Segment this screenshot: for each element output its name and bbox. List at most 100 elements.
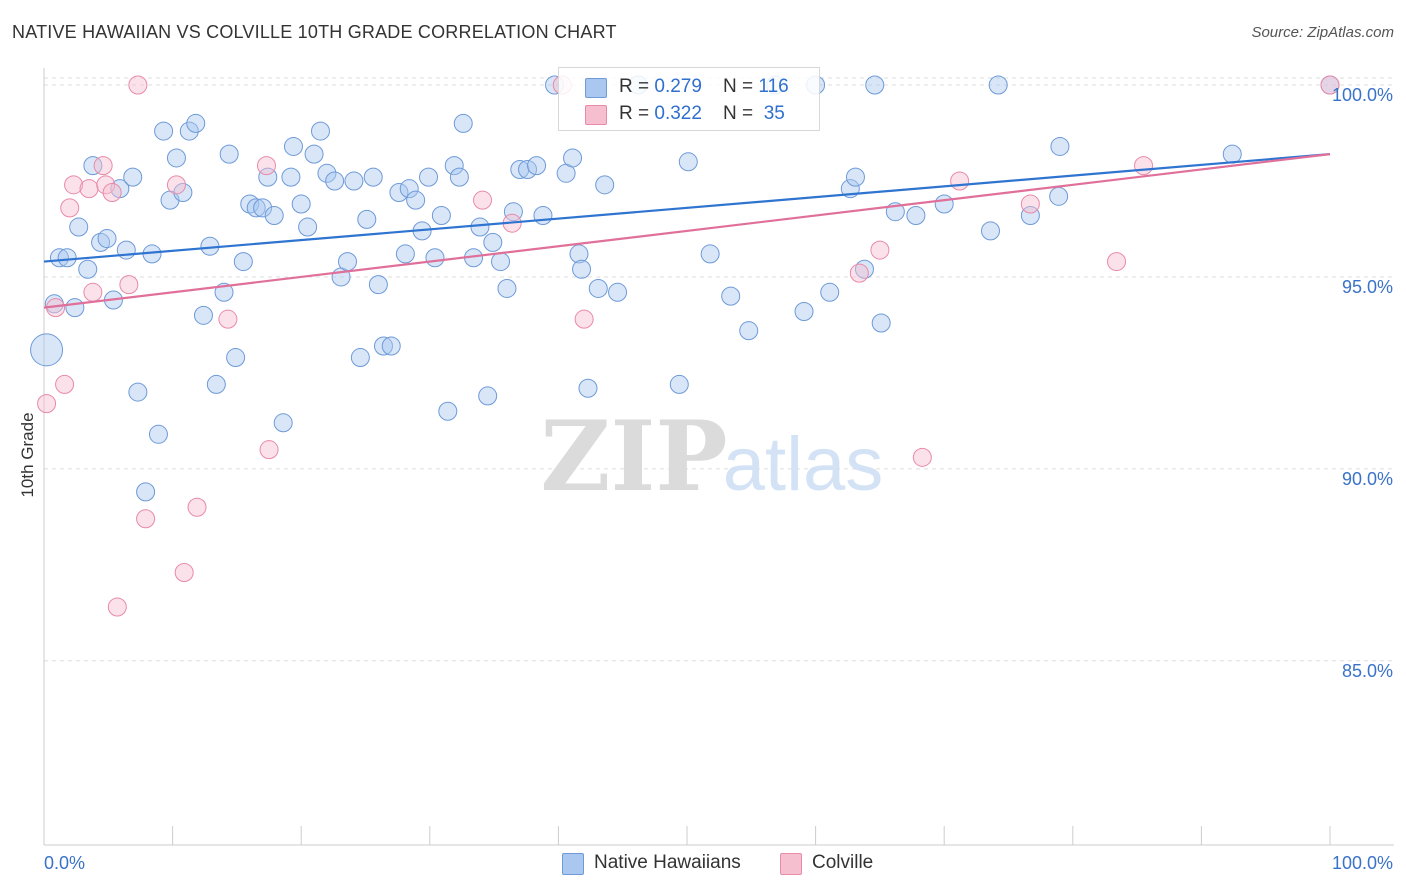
watermark-zip: ZIP	[540, 400, 727, 513]
x-tick-label-min: 0.0%	[44, 853, 85, 873]
data-point-blue	[317, 163, 337, 183]
n-value-pink: 35	[763, 103, 785, 124]
data-point-pink	[187, 497, 207, 517]
data-point-blue	[906, 206, 926, 226]
data-point-blue	[1049, 186, 1069, 206]
y-tick-label: 100.0%	[1332, 85, 1393, 105]
series-legend: Native Hawaiians Colville	[0, 851, 1406, 877]
data-point-pink	[1320, 75, 1340, 95]
data-point-blue	[563, 148, 583, 168]
data-point-pink	[256, 156, 276, 176]
data-point-blue	[264, 206, 284, 226]
data-point-blue	[478, 386, 498, 406]
data-point-pink	[1020, 194, 1040, 214]
data-point-blue	[497, 278, 517, 298]
data-point-blue	[246, 198, 266, 218]
data-point-blue	[281, 167, 301, 187]
data-point-pink	[174, 562, 194, 582]
data-point-blue	[871, 313, 891, 333]
data-point-blue	[186, 113, 206, 133]
data-point-blue	[739, 321, 759, 341]
data-point-pink	[136, 509, 156, 529]
data-point-blue	[527, 156, 547, 176]
data-point-blue	[219, 144, 239, 164]
data-point-blue	[154, 121, 174, 141]
data-point-pink	[93, 156, 113, 176]
data-point-blue	[304, 144, 324, 164]
data-point-blue	[678, 152, 698, 172]
y-tick-label: 90.0%	[1342, 469, 1393, 489]
data-point-blue	[1222, 144, 1242, 164]
r-label-blue: R =	[619, 76, 655, 97]
data-point-pink	[107, 597, 127, 617]
data-point-blue	[608, 282, 628, 302]
data-point-blue	[470, 217, 490, 237]
r-value-pink: 0.322	[654, 103, 702, 124]
data-point-blue	[325, 171, 345, 191]
data-point-pink	[849, 263, 869, 283]
tick-label-layer: 85.0% 90.0% 95.0% 100.0% 0.0% 100.0%	[44, 85, 1393, 873]
x-tick-label-max: 100.0%	[1332, 853, 1393, 873]
data-point-blue	[572, 259, 592, 279]
data-point-blue	[425, 248, 445, 268]
data-point-blue	[444, 156, 464, 176]
data-point-blue	[395, 244, 415, 264]
data-point-blue	[431, 206, 451, 226]
legend-label-native-hawaiians: Native Hawaiians	[594, 852, 741, 873]
data-point-pink	[574, 309, 594, 329]
data-point-blue	[700, 244, 720, 264]
data-point-pink	[60, 198, 80, 218]
stats-legend: R = 0.279 N = 116 R = 0.322 N = 35	[558, 67, 820, 131]
data-point-pink	[473, 190, 493, 210]
data-point-blue	[399, 179, 419, 199]
data-point-blue	[820, 282, 840, 302]
data-point-blue	[344, 171, 364, 191]
n-value-blue: 116	[758, 76, 789, 97]
axes-layer	[43, 68, 1394, 846]
data-point-pink	[55, 374, 75, 394]
data-point-blue	[1020, 206, 1040, 226]
data-point-pink	[102, 183, 122, 202]
data-point-blue	[206, 374, 226, 394]
trend-line-blue	[43, 153, 1331, 263]
data-point-blue	[483, 232, 503, 252]
r-label-pink: R =	[619, 103, 655, 124]
r-value-blue: 0.279	[654, 76, 702, 97]
data-point-blue	[65, 298, 85, 318]
data-point-pink	[912, 447, 932, 467]
data-point-blue	[337, 252, 357, 272]
data-point-blue	[193, 305, 213, 325]
data-point-blue	[226, 348, 246, 368]
data-point-blue	[389, 183, 409, 202]
data-point-blue	[173, 183, 193, 202]
data-point-blue	[357, 209, 377, 229]
points-layer	[30, 75, 1340, 617]
chart-title: NATIVE HAWAIIAN VS COLVILLE 10TH GRADE C…	[12, 22, 617, 42]
data-point-blue	[381, 336, 401, 356]
data-point-blue	[30, 333, 64, 367]
data-point-pink	[128, 75, 148, 95]
data-point-pink	[166, 175, 186, 195]
data-point-pink	[119, 275, 139, 295]
data-point-blue	[453, 113, 473, 133]
data-point-blue	[49, 248, 69, 268]
data-point-blue	[578, 378, 598, 398]
trend-layer	[43, 153, 1331, 309]
data-point-blue	[273, 413, 293, 433]
data-point-blue	[128, 382, 148, 402]
y-tick-label: 85.0%	[1342, 661, 1393, 681]
legend-label-colville: Colville	[812, 852, 874, 873]
data-point-blue	[794, 301, 814, 321]
data-point-blue	[291, 194, 311, 214]
data-point-blue	[569, 244, 589, 264]
data-point-blue	[136, 482, 156, 502]
data-point-blue	[298, 217, 318, 237]
data-point-pink	[79, 179, 99, 199]
blue-swatch	[585, 78, 607, 98]
data-point-blue	[123, 167, 143, 187]
data-point-blue	[988, 75, 1008, 95]
data-point-blue	[310, 121, 330, 141]
data-point-blue	[533, 206, 553, 226]
data-point-blue	[166, 148, 186, 168]
